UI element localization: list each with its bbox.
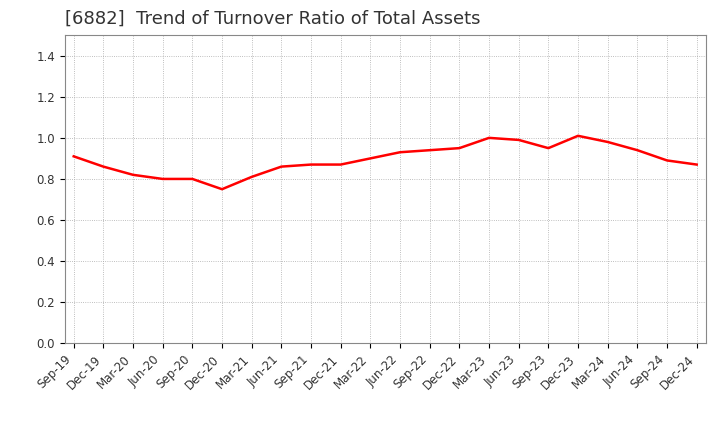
Text: [6882]  Trend of Turnover Ratio of Total Assets: [6882] Trend of Turnover Ratio of Total … — [65, 10, 480, 28]
